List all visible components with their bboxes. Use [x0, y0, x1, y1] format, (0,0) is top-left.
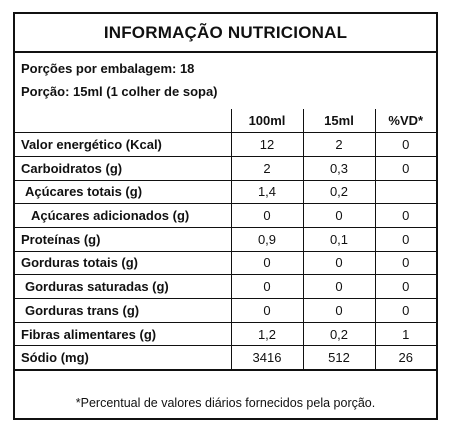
value-100ml: 0 — [230, 203, 304, 228]
portion-size: Porção: 15ml (1 colher de sopa) — [21, 84, 218, 99]
nutrition-table: 100ml 15ml %VD* Valor energético (Kcal) … — [15, 109, 436, 371]
label-title: INFORMAÇÃO NUTRICIONAL — [15, 14, 436, 53]
value-15ml: 0,1 — [302, 226, 376, 252]
nutrient-name: Gorduras totais (g) — [15, 250, 232, 276]
value-vd: 0 — [374, 132, 436, 157]
value-15ml: 0 — [302, 298, 376, 323]
value-100ml: 1,4 — [230, 179, 304, 205]
nutrient-name: Sódio (mg) — [15, 345, 232, 371]
table-row: Gorduras totais (g) 0 0 0 — [15, 250, 436, 276]
nutrient-name: Valor energético (Kcal) — [15, 132, 232, 157]
value-100ml: 12 — [230, 132, 304, 157]
value-15ml: 0,2 — [302, 179, 376, 205]
nutrition-label: INFORMAÇÃO NUTRICIONAL Porções por embal… — [13, 12, 438, 420]
nutrient-name: Fibras alimentares (g) — [15, 321, 232, 347]
nutrient-name: Gorduras trans (g) — [15, 298, 232, 323]
servings-per-package: Porções por embalagem: 18 — [21, 61, 195, 76]
nutrient-name: Proteínas (g) — [15, 226, 232, 252]
column-header-nutrient — [15, 109, 232, 134]
value-vd: 1 — [374, 321, 436, 347]
value-15ml: 0 — [302, 250, 376, 276]
column-header-100ml: 100ml — [230, 109, 304, 134]
value-vd: 0 — [374, 250, 436, 276]
table-row: Proteínas (g) 0,9 0,1 0 — [15, 226, 436, 252]
nutrient-name: Açúcares adicionados (g) — [15, 203, 232, 228]
table-header-row: 100ml 15ml %VD* — [15, 109, 436, 134]
value-15ml: 0,2 — [302, 321, 376, 347]
value-vd: 0 — [374, 155, 436, 181]
column-header-15ml: 15ml — [302, 109, 376, 134]
value-100ml: 1,2 — [230, 321, 304, 347]
table-row: Açúcares totais (g) 1,4 0,2 — [15, 179, 436, 205]
value-100ml: 2 — [230, 155, 304, 181]
value-vd: 26 — [374, 345, 436, 371]
table-row: Gorduras trans (g) 0 0 0 — [15, 298, 436, 323]
value-15ml: 0,3 — [302, 155, 376, 181]
footnote: *Percentual de valores diários fornecido… — [75, 396, 376, 410]
value-100ml: 0,9 — [230, 226, 304, 252]
nutrient-name: Carboidratos (g) — [15, 155, 232, 181]
table-row: Gorduras saturadas (g) 0 0 0 — [15, 274, 436, 299]
value-100ml: 0 — [230, 274, 304, 299]
nutrient-name: Gorduras saturadas (g) — [15, 274, 232, 299]
value-15ml: 512 — [302, 345, 376, 371]
value-100ml: 0 — [230, 250, 304, 276]
table-row: Sódio (mg) 3416 512 26 — [15, 345, 436, 371]
value-vd: 0 — [374, 274, 436, 299]
table-row: Carboidratos (g) 2 0,3 0 — [15, 155, 436, 181]
value-100ml: 0 — [230, 298, 304, 323]
table-row: Fibras alimentares (g) 1,2 0,2 1 — [15, 321, 436, 347]
value-vd: 0 — [374, 203, 436, 228]
nutrient-name: Açúcares totais (g) — [15, 179, 232, 205]
column-header-vd: %VD* — [374, 109, 436, 134]
value-100ml: 3416 — [230, 345, 304, 371]
value-15ml: 2 — [302, 132, 376, 157]
value-15ml: 0 — [302, 203, 376, 228]
table-row: Açúcares adicionados (g) 0 0 0 — [15, 203, 436, 228]
table-row: Valor energético (Kcal) 12 2 0 — [15, 132, 436, 157]
value-vd — [374, 179, 436, 205]
value-15ml: 0 — [302, 274, 376, 299]
value-vd: 0 — [374, 298, 436, 323]
value-vd: 0 — [374, 226, 436, 252]
